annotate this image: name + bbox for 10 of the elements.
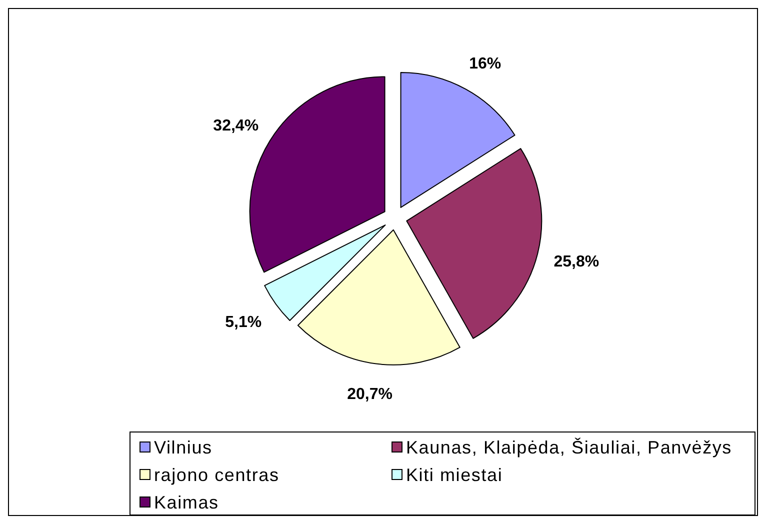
data-label: 25,8%: [554, 254, 600, 271]
legend-label: Kaunas, Klaipėda, Šiauliai, Panvėžys: [406, 437, 732, 458]
legend-label: Vilnius: [154, 437, 212, 458]
legend-label: Kaimas: [154, 492, 219, 512]
legend-label: Kiti miestai: [406, 464, 503, 485]
data-label: 32,4%: [213, 118, 259, 135]
data-label: 16%: [469, 55, 502, 72]
legend-label: rajono centras: [154, 464, 280, 485]
data-label: 20,7%: [347, 386, 393, 403]
data-label: 5,1%: [225, 314, 262, 332]
